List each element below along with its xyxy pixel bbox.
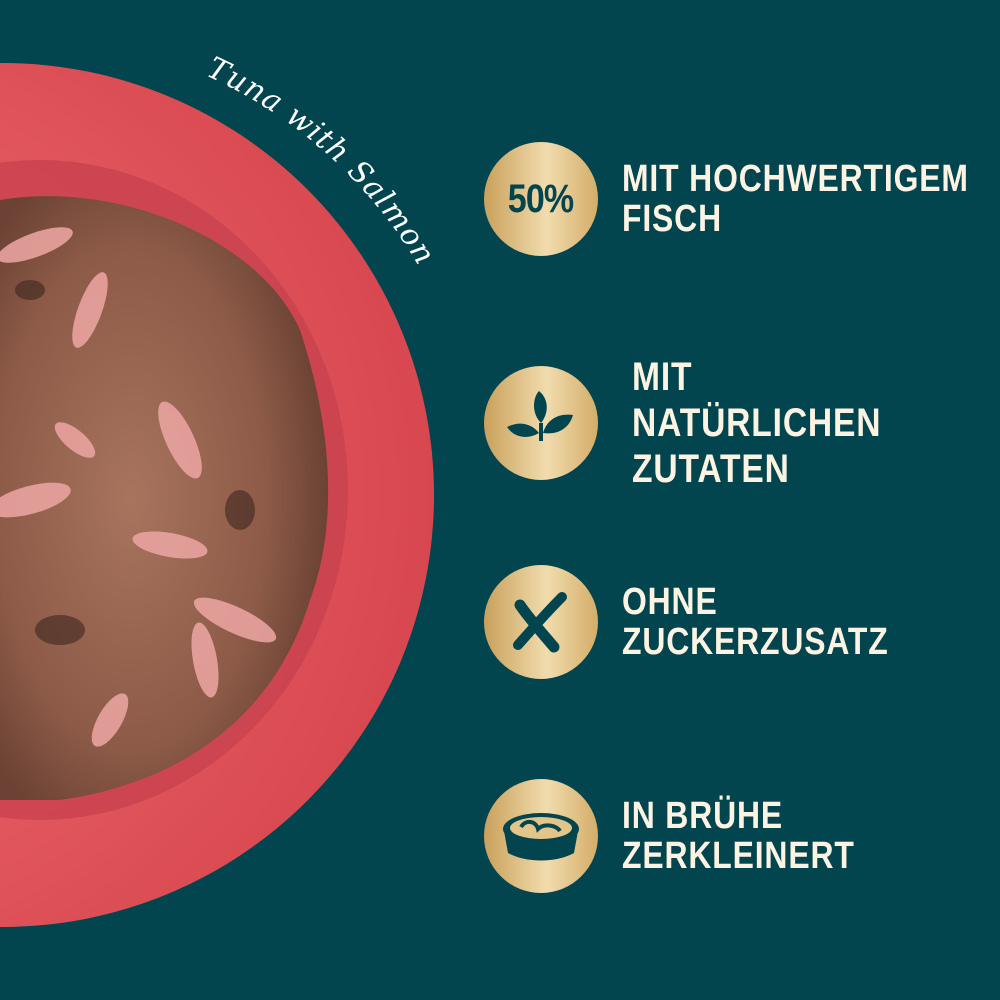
feature-high-quality-fish: 50% MIT HOCHWERTIGEM FISCH bbox=[484, 142, 1000, 256]
feature-shredded-in-broth: IN BRÜHE ZERKLEINERT bbox=[484, 779, 899, 893]
food-bowl-icon bbox=[484, 779, 598, 893]
salmon-flakes bbox=[0, 227, 277, 747]
cross-icon bbox=[484, 565, 598, 679]
leaf-sprout-icon bbox=[484, 366, 598, 480]
feature-line: OHNE bbox=[622, 581, 718, 623]
feature-line: ZUCKERZUSATZ bbox=[622, 621, 889, 663]
feature-line: FISCH bbox=[622, 198, 722, 240]
percent-badge: 50% bbox=[484, 142, 598, 256]
feature-no-added-sugar: OHNE ZUCKERZUSATZ bbox=[484, 565, 939, 679]
feature-natural-ingredients: MIT NATÜRLICHEN ZUTATEN bbox=[484, 354, 929, 492]
feature-line: ZUTATEN bbox=[632, 447, 790, 491]
feature-line: MIT bbox=[632, 355, 693, 399]
feature-line: IN BRÜHE bbox=[622, 795, 784, 837]
feature-line: ZERKLEINERT bbox=[622, 835, 855, 877]
feature-line: NATÜRLICHEN bbox=[632, 401, 882, 445]
tuna-salmon-food bbox=[0, 196, 329, 801]
feature-line: MIT HOCHWERTIGEM bbox=[622, 158, 969, 200]
badge-percent-text: 50% bbox=[508, 176, 574, 221]
